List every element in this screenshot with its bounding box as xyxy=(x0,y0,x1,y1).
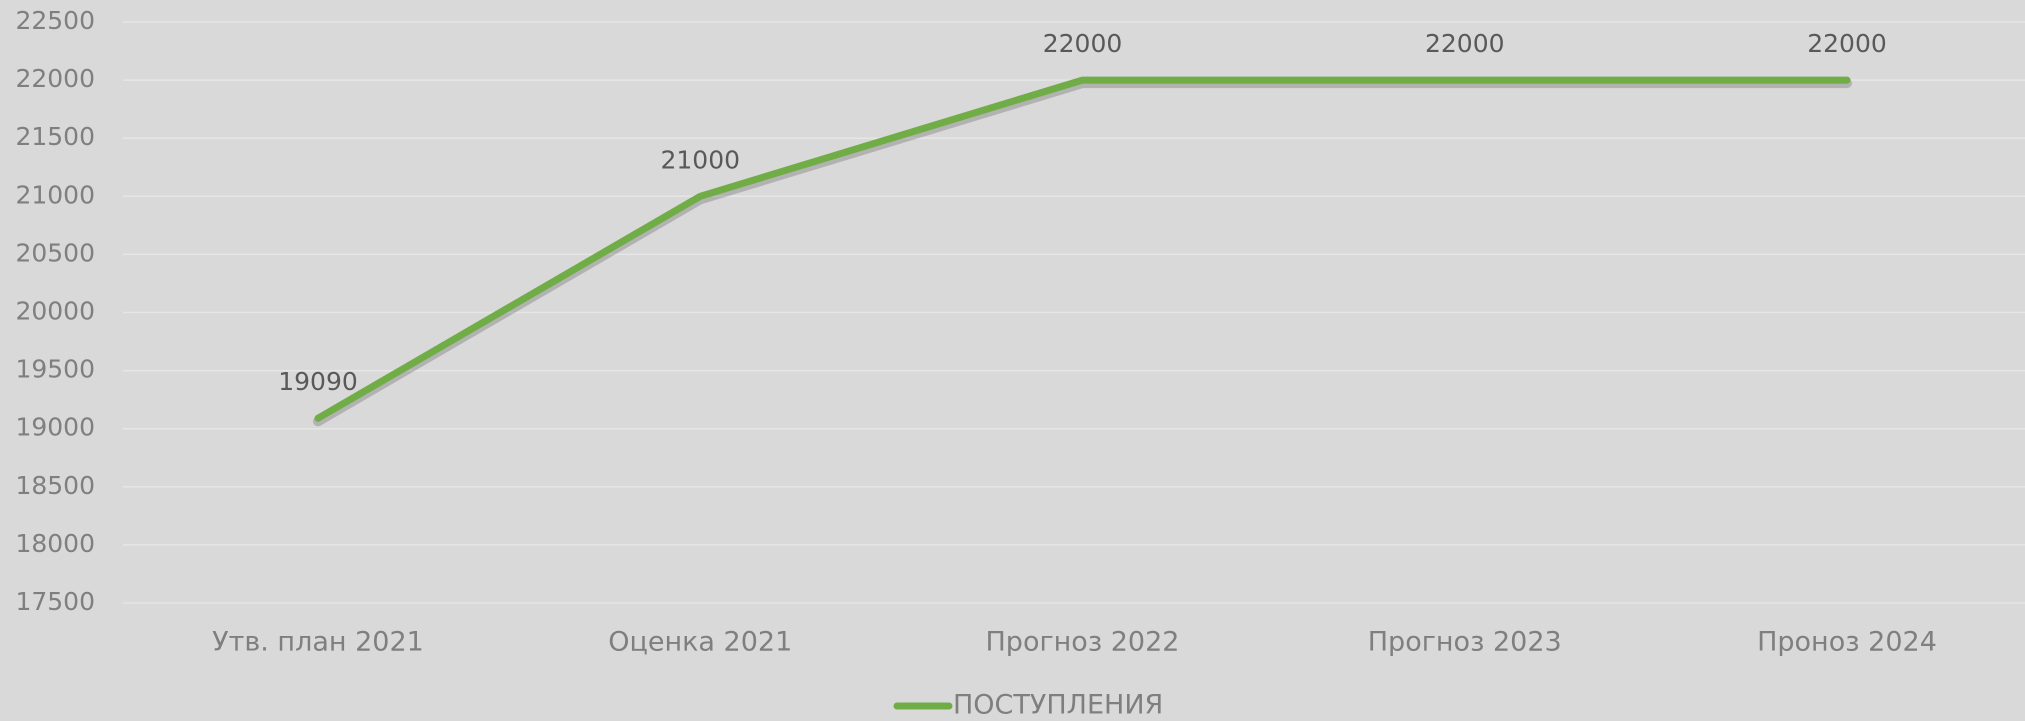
y-tick-label: 20500 xyxy=(15,238,95,267)
y-tick-label: 18500 xyxy=(15,471,95,500)
y-tick-label: 22500 xyxy=(15,6,95,35)
y-tick-label: 17500 xyxy=(15,587,95,616)
y-tick-label: 22000 xyxy=(15,64,95,93)
x-tick-label: Прогноз 2022 xyxy=(986,627,1180,658)
x-tick-label: Прогноз 2023 xyxy=(1368,627,1562,658)
legend-label: ПОСТУПЛЕНИЯ xyxy=(953,690,1163,721)
y-tick-label: 18000 xyxy=(15,529,95,558)
data-label: 19090 xyxy=(278,367,358,396)
y-tick-label: 19000 xyxy=(15,413,95,442)
data-label: 22000 xyxy=(1807,29,1887,58)
data-label: 21000 xyxy=(660,145,740,174)
x-tick-label: Утв. план 2021 xyxy=(212,627,424,658)
y-tick-label: 20000 xyxy=(15,297,95,326)
data-label: 22000 xyxy=(1425,29,1505,58)
line xyxy=(314,76,1851,422)
y-tick-label: 21000 xyxy=(15,180,95,209)
y-tick-label: 19500 xyxy=(15,355,95,384)
x-tick-label: Проноз 2024 xyxy=(1757,627,1937,658)
y-tick-label: 21500 xyxy=(15,122,95,151)
data-label: 22000 xyxy=(1043,29,1123,58)
x-tick-label: Оценка 2021 xyxy=(608,627,792,658)
